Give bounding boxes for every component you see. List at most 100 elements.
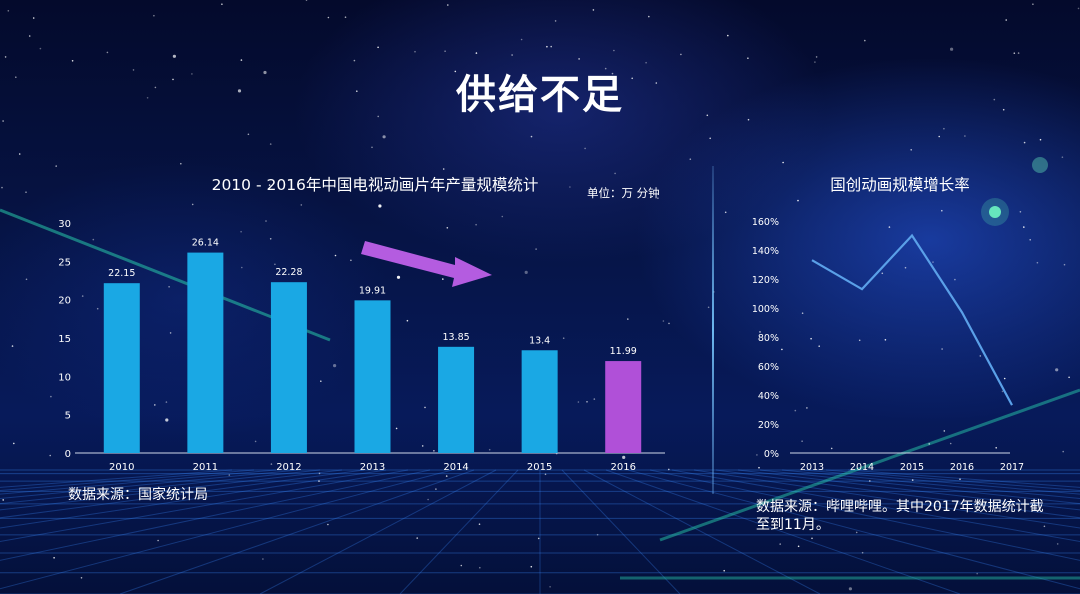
grid-line <box>0 469 431 561</box>
star <box>707 306 710 309</box>
star <box>655 82 658 84</box>
grid-line <box>119 469 475 594</box>
star <box>447 4 449 6</box>
star <box>976 572 978 575</box>
star <box>941 348 943 350</box>
star <box>549 586 551 588</box>
star <box>1068 376 1070 379</box>
star <box>884 339 887 341</box>
bar <box>103 283 140 453</box>
star <box>446 227 449 229</box>
star <box>395 427 398 430</box>
star <box>1032 3 1034 5</box>
star <box>1 186 3 189</box>
star <box>444 50 446 52</box>
star <box>779 543 781 545</box>
star <box>530 135 533 138</box>
star <box>265 220 267 222</box>
star <box>377 46 379 49</box>
y-tick-label: 100% <box>752 304 779 315</box>
star <box>221 3 223 5</box>
star <box>1055 368 1059 372</box>
star <box>782 161 784 164</box>
star <box>577 401 580 403</box>
star <box>910 149 912 151</box>
star <box>353 59 356 62</box>
star <box>1005 19 1007 21</box>
series-line <box>811 233 1013 406</box>
grid-line <box>759 469 1080 505</box>
x-tick-label: 2010 <box>109 462 134 473</box>
star <box>689 158 692 160</box>
star <box>168 286 170 288</box>
star <box>228 474 231 476</box>
y-tick-label: 15 <box>58 334 71 345</box>
star <box>904 266 907 269</box>
star <box>165 418 169 422</box>
star <box>959 478 961 481</box>
star <box>1036 261 1039 264</box>
star <box>668 468 670 471</box>
glow-orb <box>981 198 1009 226</box>
star <box>1029 239 1031 241</box>
star <box>888 226 891 228</box>
star <box>427 498 429 501</box>
bar-chart: 0 5 10 15 20 25 30 22.15 2010 26.14 2011 22.28 2012 1… <box>58 219 665 473</box>
star <box>938 135 940 138</box>
star <box>445 475 448 477</box>
y-tick-label: 0 <box>65 449 71 460</box>
bar <box>438 346 475 453</box>
star <box>28 35 31 37</box>
y-tick-label: 25 <box>58 257 71 268</box>
star <box>237 89 242 93</box>
star <box>1063 263 1066 266</box>
y-tick-label: 40% <box>758 391 779 402</box>
star <box>758 466 760 469</box>
star <box>747 57 749 59</box>
y-tick-label: 20 <box>58 296 71 307</box>
star <box>869 480 871 482</box>
star <box>727 34 729 37</box>
y-tick-label: 0% <box>764 449 779 460</box>
star <box>578 58 580 60</box>
star <box>263 70 267 75</box>
star <box>433 450 435 452</box>
grid-line <box>259 469 497 594</box>
star <box>475 52 478 54</box>
grid-line <box>671 469 1080 542</box>
star <box>479 566 481 569</box>
star <box>488 448 491 451</box>
star <box>406 319 409 322</box>
star <box>811 537 813 540</box>
star <box>554 20 557 22</box>
star <box>460 564 463 567</box>
star <box>475 223 477 226</box>
star <box>165 401 168 403</box>
star <box>1017 52 1020 54</box>
star <box>797 545 800 548</box>
light-streak <box>659 388 1080 542</box>
x-tick-label: 2014 <box>443 462 468 473</box>
y-tick-label: 20% <box>758 420 779 431</box>
star <box>1039 138 1042 141</box>
star <box>49 454 51 457</box>
grid-line <box>0 469 343 511</box>
x-tick-label: 2012 <box>276 462 301 473</box>
star <box>596 533 599 536</box>
star <box>132 69 135 71</box>
star <box>88 489 91 492</box>
star <box>814 61 816 63</box>
grid-line <box>781 469 1080 499</box>
star <box>896 500 898 502</box>
star <box>524 270 528 274</box>
x-tick-label: 2011 <box>193 462 218 473</box>
bar-data-label: 13.4 <box>529 335 550 346</box>
star <box>327 16 330 19</box>
x-tick-label: 2016 <box>610 462 635 473</box>
grid-line <box>693 469 1080 529</box>
bar <box>187 252 224 453</box>
star <box>197 498 199 500</box>
star <box>830 447 833 450</box>
star <box>154 86 157 89</box>
